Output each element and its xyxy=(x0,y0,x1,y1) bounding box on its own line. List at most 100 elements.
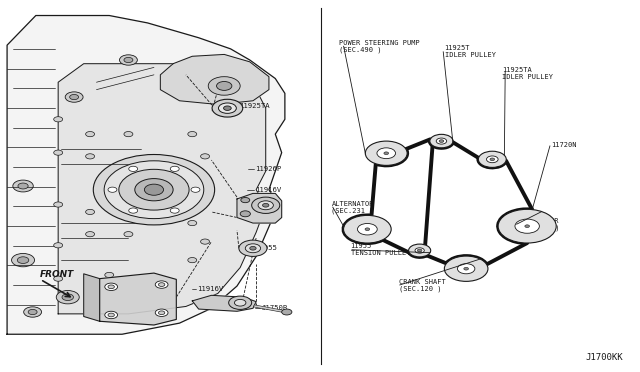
Circle shape xyxy=(436,138,447,144)
Circle shape xyxy=(54,202,63,207)
Circle shape xyxy=(18,183,28,189)
Circle shape xyxy=(24,307,42,317)
Circle shape xyxy=(108,313,115,317)
Circle shape xyxy=(478,151,506,167)
Circle shape xyxy=(228,296,252,310)
Circle shape xyxy=(129,166,138,171)
Circle shape xyxy=(135,179,173,201)
Circle shape xyxy=(377,148,396,158)
Text: FRONT: FRONT xyxy=(40,270,74,279)
Text: 11955: 11955 xyxy=(255,245,277,251)
Circle shape xyxy=(86,154,95,159)
Circle shape xyxy=(56,291,79,304)
Circle shape xyxy=(124,57,133,62)
Circle shape xyxy=(170,208,179,213)
Circle shape xyxy=(12,253,35,267)
Circle shape xyxy=(252,197,280,214)
Text: 11955
TENSION PULLEY: 11955 TENSION PULLEY xyxy=(351,243,410,256)
Circle shape xyxy=(216,81,232,90)
Circle shape xyxy=(234,299,246,306)
Circle shape xyxy=(223,106,231,110)
Circle shape xyxy=(17,257,29,263)
Circle shape xyxy=(120,55,138,65)
Circle shape xyxy=(384,152,388,155)
Text: J1700KK: J1700KK xyxy=(586,353,623,362)
Circle shape xyxy=(170,166,179,171)
Text: 11925TA: 11925TA xyxy=(239,103,269,109)
Circle shape xyxy=(408,244,431,257)
Circle shape xyxy=(13,180,33,192)
Circle shape xyxy=(54,150,63,155)
Circle shape xyxy=(498,209,556,243)
Polygon shape xyxy=(192,295,256,311)
Circle shape xyxy=(200,239,209,244)
Circle shape xyxy=(258,201,273,210)
Text: 11925T
IDLER PULLEY: 11925T IDLER PULLEY xyxy=(445,45,495,58)
Circle shape xyxy=(458,264,475,274)
Circle shape xyxy=(188,132,196,137)
Polygon shape xyxy=(58,64,266,314)
Circle shape xyxy=(415,248,424,253)
Text: CRANK SHAFT
(SEC.120 ): CRANK SHAFT (SEC.120 ) xyxy=(399,279,445,292)
Circle shape xyxy=(156,309,168,317)
Circle shape xyxy=(212,99,243,117)
Circle shape xyxy=(188,221,196,226)
Text: 11916V: 11916V xyxy=(197,286,223,292)
Circle shape xyxy=(282,309,292,315)
Circle shape xyxy=(105,283,118,291)
Circle shape xyxy=(344,215,391,243)
Circle shape xyxy=(86,132,95,137)
Text: 11916V: 11916V xyxy=(255,187,282,193)
Circle shape xyxy=(108,285,115,289)
Circle shape xyxy=(156,281,168,288)
Circle shape xyxy=(486,156,498,163)
Circle shape xyxy=(93,154,214,225)
Circle shape xyxy=(245,244,260,253)
Circle shape xyxy=(262,203,269,207)
Polygon shape xyxy=(84,274,100,321)
Circle shape xyxy=(250,246,256,250)
Circle shape xyxy=(124,132,133,137)
Circle shape xyxy=(430,134,453,148)
Circle shape xyxy=(105,311,118,319)
Polygon shape xyxy=(100,273,176,325)
Circle shape xyxy=(525,225,529,228)
Circle shape xyxy=(129,208,138,213)
Circle shape xyxy=(159,311,165,315)
Circle shape xyxy=(62,294,74,301)
Circle shape xyxy=(240,211,250,217)
Polygon shape xyxy=(7,16,285,334)
Circle shape xyxy=(124,232,133,237)
Circle shape xyxy=(70,94,79,100)
Circle shape xyxy=(200,154,209,159)
Text: 11925T: 11925T xyxy=(255,205,282,211)
Circle shape xyxy=(241,198,250,203)
Text: 11926P: 11926P xyxy=(255,166,282,172)
Text: J1750B: J1750B xyxy=(261,305,287,311)
Polygon shape xyxy=(237,193,282,223)
Circle shape xyxy=(104,161,204,219)
Circle shape xyxy=(444,256,488,281)
Circle shape xyxy=(65,92,83,102)
Circle shape xyxy=(54,243,63,248)
Circle shape xyxy=(358,224,377,235)
Circle shape xyxy=(439,140,444,142)
Circle shape xyxy=(208,77,240,95)
Circle shape xyxy=(188,257,196,263)
Circle shape xyxy=(105,272,114,278)
Circle shape xyxy=(239,240,267,256)
Circle shape xyxy=(54,276,63,281)
Circle shape xyxy=(28,310,37,315)
Circle shape xyxy=(490,158,495,161)
Circle shape xyxy=(159,283,165,286)
Circle shape xyxy=(191,187,200,192)
Text: 11925TA
IDLER PULLEY: 11925TA IDLER PULLEY xyxy=(502,67,553,80)
Circle shape xyxy=(86,232,95,237)
Circle shape xyxy=(54,117,63,122)
Circle shape xyxy=(365,228,370,231)
Circle shape xyxy=(417,249,422,252)
Circle shape xyxy=(108,187,117,192)
Circle shape xyxy=(145,184,164,195)
Text: POWER STEERING PUMP
(SEC.490 ): POWER STEERING PUMP (SEC.490 ) xyxy=(339,39,420,53)
Circle shape xyxy=(464,267,468,270)
